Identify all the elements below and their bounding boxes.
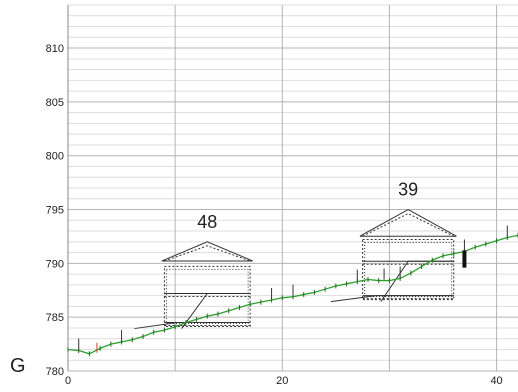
x-tick-label: 20 <box>276 375 288 387</box>
x-tick-label: 0 <box>65 375 71 387</box>
x-tick-label: 40 <box>490 375 502 387</box>
house-slope-line <box>181 292 251 329</box>
corner-label: G <box>10 355 26 377</box>
grid <box>67 4 518 372</box>
house-cut-line <box>134 322 251 330</box>
y-tick-label: 800 <box>46 151 64 163</box>
axis-labels: 780 785 790 795 800 805 810 0 20 40 <box>46 43 503 387</box>
house-walls <box>362 238 455 301</box>
y-tick-label: 785 <box>46 312 64 324</box>
house-roof <box>161 241 253 262</box>
house-walls-inner <box>165 268 249 325</box>
house-label: 39 <box>398 180 418 200</box>
y-tick-label: 780 <box>46 366 64 378</box>
y-tick-label: 795 <box>46 205 64 217</box>
house-walls-inner <box>364 241 453 298</box>
house-label: 48 <box>197 212 217 232</box>
house-roof-inner <box>362 212 454 237</box>
house-slope-line <box>380 260 454 302</box>
y-tick-label: 805 <box>46 97 64 109</box>
y-tick-label: 790 <box>46 258 64 270</box>
house-cut-line <box>330 295 454 303</box>
houses: 48 39 <box>134 180 457 330</box>
house: 48 <box>134 212 253 330</box>
house: 39 <box>330 180 457 303</box>
terrain-profile <box>67 225 518 357</box>
house-roof <box>359 208 457 237</box>
house-roof-inner <box>164 245 251 262</box>
y-tick-label: 810 <box>46 43 64 55</box>
